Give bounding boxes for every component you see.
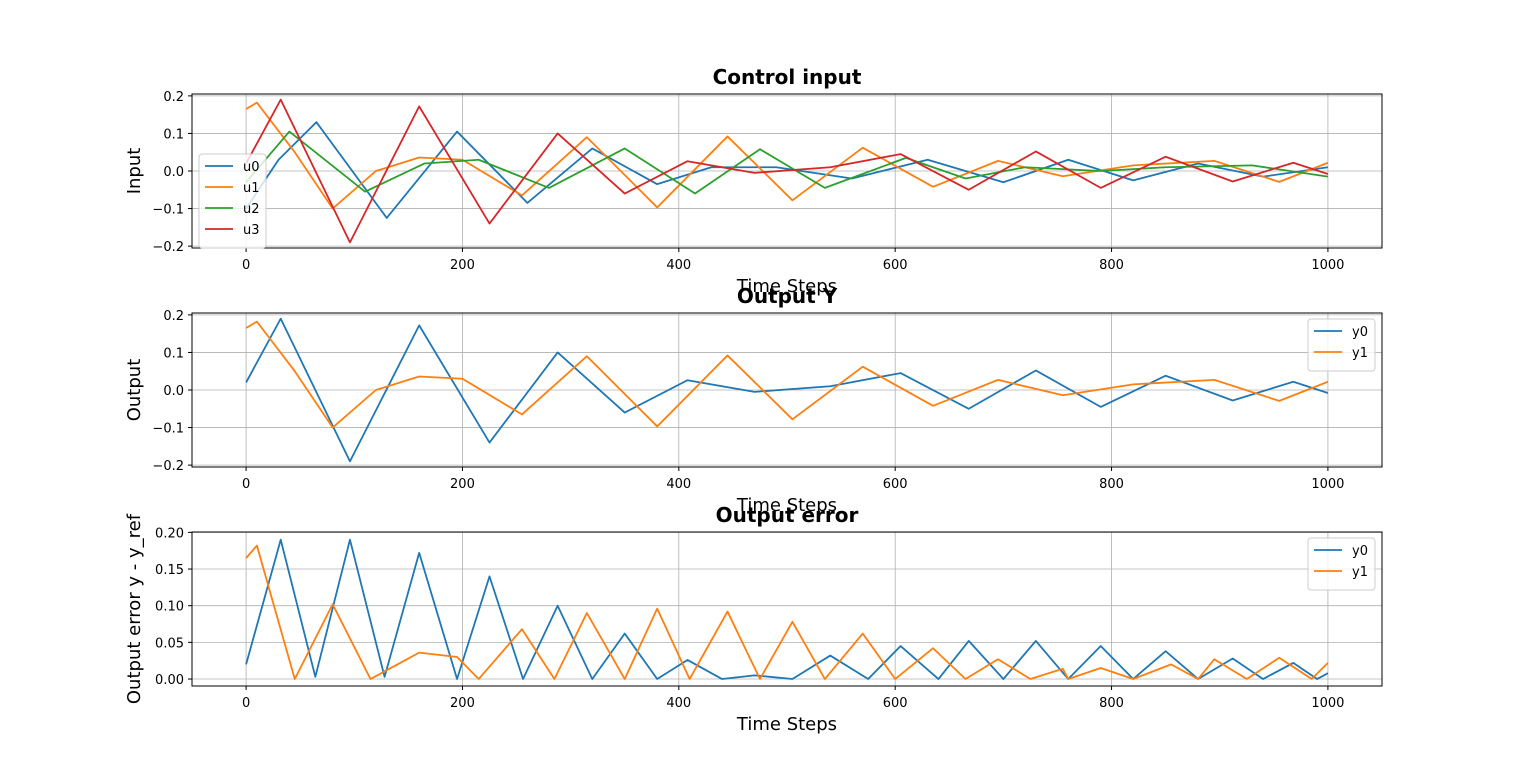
legend-label: y1: [1352, 565, 1368, 580]
panel-title: Output Y: [737, 284, 838, 308]
x-tick-label: 1000: [1311, 258, 1344, 273]
x-tick-label: 800: [1099, 696, 1124, 711]
legend-box: [1307, 537, 1376, 591]
axes-frame: [191, 531, 1383, 687]
series-line-y1: [245, 544, 1329, 680]
y-tick-label: 0.2: [163, 309, 184, 324]
y-axis-label: Input: [124, 148, 145, 195]
panel-output-error: Output error Time Steps Output error y -…: [124, 503, 1383, 735]
y-tick-label: −0.2: [152, 240, 184, 255]
y-axis-label: Output: [124, 359, 145, 422]
x-tick-label: 200: [450, 477, 475, 492]
x-axis-label: Time Steps: [736, 276, 837, 297]
y-tick-label: −0.1: [152, 422, 184, 437]
y-tick-label: −0.2: [152, 459, 184, 474]
series-line-y1: [245, 320, 1329, 429]
x-tick-label: 600: [883, 477, 908, 492]
panel-control-input: Control input Time Steps Input 0 200 400 60…: [124, 65, 1383, 297]
legend-box: [198, 153, 267, 249]
panel-title: Output error: [716, 503, 859, 527]
legend-label: u2: [243, 202, 260, 217]
x-tick-label: 600: [883, 696, 908, 711]
x-tick-label: 1000: [1311, 477, 1344, 492]
legend: u0 u1 u2 u3: [198, 153, 267, 249]
x-tick-label: 0: [242, 477, 250, 492]
y-tick-label: 0.15: [155, 563, 184, 578]
x-tick-label: 200: [450, 258, 475, 273]
legend-label: y1: [1352, 346, 1368, 361]
y-tick-label: −0.1: [152, 203, 184, 218]
x-tick-label: 200: [450, 696, 475, 711]
legend-label: u1: [243, 181, 260, 196]
x-tick-label: 1000: [1311, 696, 1344, 711]
y-tick-label: 0.1: [163, 127, 184, 142]
x-tick-label: 0: [242, 696, 250, 711]
x-tick-label: 600: [883, 258, 908, 273]
series-line-u3: [245, 98, 1329, 244]
x-axis-label: Time Steps: [736, 714, 837, 735]
legend-label: y0: [1352, 544, 1368, 559]
legend-label: u3: [243, 223, 260, 238]
x-tick-label: 800: [1099, 258, 1124, 273]
x-tick-label: 400: [666, 477, 691, 492]
series-line-u2: [245, 130, 1329, 195]
legend-box: [1307, 318, 1376, 372]
y-tick-label: 0.2: [163, 90, 184, 105]
y-axis-label: Output error y - y_ref: [124, 513, 145, 704]
y-tick-label: 0.0: [163, 165, 184, 180]
y-tick-label: 0.05: [155, 636, 184, 651]
y-tick-label: 0.0: [163, 384, 184, 399]
series-line-u1: [245, 101, 1329, 210]
legend-label: u0: [243, 160, 260, 175]
panel-title: Control input: [713, 65, 862, 89]
series-line-y0: [245, 317, 1329, 463]
series-line-u0: [245, 121, 1329, 219]
x-tick-label: 400: [666, 258, 691, 273]
x-tick-label: 0: [242, 258, 250, 273]
x-tick-label: 400: [666, 696, 691, 711]
series-line-y0: [245, 538, 1329, 680]
panel-output-y: Output Y Time Steps Output 0 200 400 600 800…: [124, 284, 1383, 516]
y-tick-label: 0.00: [155, 673, 184, 688]
x-tick-label: 800: [1099, 477, 1124, 492]
x-axis-label: Time Steps: [736, 495, 837, 516]
y-tick-label: 0.10: [155, 600, 184, 615]
y-tick-label: 0.1: [163, 346, 184, 361]
y-tick-label: 0.20: [155, 526, 184, 541]
legend-label: y0: [1352, 325, 1368, 340]
